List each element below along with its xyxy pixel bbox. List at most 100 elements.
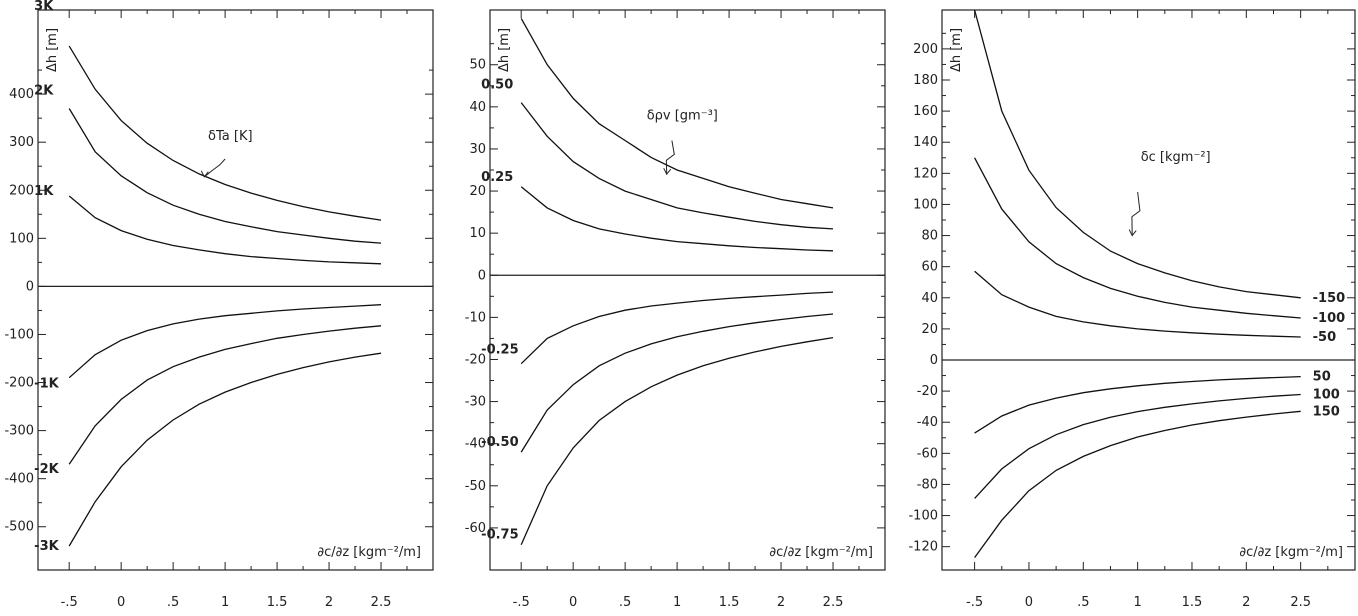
y-tick-label: 100 [913,197,938,212]
annotation-arrow [665,140,675,175]
series-label: -2K [34,462,59,477]
series-label: 1K [34,184,54,199]
x-tick-label: 1 [1133,595,1141,610]
y-tick-label: 160 [913,104,938,119]
x-tick-label: 1.5 [267,595,288,610]
x-axis-label: ∂c/∂z [kgm⁻²/m] [1239,545,1343,560]
annotation-arrowhead [200,170,209,178]
y-tick-label: -400 [4,472,34,487]
x-tick-label: .5 [167,595,179,610]
y-tick-label: -50 [465,479,486,494]
y-tick-label: -30 [465,395,486,410]
series-line--150 [973,9,1301,299]
plot-frame [941,9,1356,571]
series-line--0.25 [520,291,834,365]
y-tick-label: -20 [465,352,486,367]
annotation-arrow [1131,191,1141,236]
chart-panel-2: -60 -50 -40 -30 -20 -10 0 10 20 30 40 50 -.5 0 .5 1 1.5 2… [465,9,886,610]
series-label: 0.25 [481,170,513,185]
y-tick-label: 300 [9,135,34,150]
x-tick-label: -.5 [61,595,78,610]
y-tick-label: -60 [465,521,486,536]
x-tick-label: 2 [325,595,333,610]
series-line-0.25 [520,186,834,252]
y-tick-label: -40 [917,415,938,430]
annotation-arrowhead [1128,229,1137,237]
annotation-arrowhead [663,167,672,176]
y-tick-label: -60 [917,446,938,461]
x-tick-label: 2.5 [371,595,392,610]
y-tick-label: 100 [9,231,34,246]
series-line-2K [68,108,382,244]
y-axis-label: Δh [m] [45,28,60,72]
y-tick-label: 120 [913,166,938,181]
y-tick-label: 20 [921,322,938,337]
y-tick-label: 20 [469,184,486,199]
series-label: -150 [1313,291,1346,306]
series-label: -3K [34,539,59,554]
series-line-3K [68,45,382,221]
y-axis-label: Δh [m] [949,28,964,72]
y-tick-label: -80 [917,477,938,492]
series-line--2K [68,325,382,465]
y-tick-label: -100 [4,327,34,342]
x-tick-label: 2.5 [823,595,844,610]
plot-frame [37,9,434,571]
series-annotation: δρv [gm⁻³] [647,108,718,123]
y-tick-label: 0 [26,279,34,294]
series-line--3K [68,352,382,547]
series-label: -0.25 [481,343,518,358]
series-line-150 [974,410,1301,558]
series-line--100 [974,157,1301,319]
x-tick-label: -.5 [966,595,983,610]
y-tick-label: 30 [469,142,486,157]
y-tick-label: 80 [921,229,938,244]
series-label: 100 [1313,388,1340,403]
series-line-0.75 [520,18,834,209]
y-tick-label: 10 [469,226,486,241]
y-tick-label: -500 [4,520,34,535]
x-tick-label: 1 [221,595,229,610]
y-tick-label: -40 [465,437,486,452]
x-tick-label: 0 [1025,595,1033,610]
y-tick-label: -20 [917,384,938,399]
x-tick-label: 1 [673,595,681,610]
chart-panel-3: -120-100-80-60-40-2002040608010012014016… [908,9,1356,610]
x-tick-label: 2.5 [1290,595,1311,610]
x-tick-label: 1.5 [719,595,740,610]
annotation-arrow [204,158,226,178]
chart-panel-1: -500 -400 -300 -200 -100 0 100 200 300 400 -.5 0 .5 1… [4,0,434,610]
y-tick-label: -120 [908,540,938,555]
x-axis-label: ∂c/∂z [kgm⁻²/m] [317,545,421,560]
series-line--0.50 [520,313,834,453]
y-tick-label: 40 [469,100,486,115]
y-tick-label: 200 [9,183,34,198]
x-axis-label: ∂c/∂z [kgm⁻²/m] [769,545,873,560]
series-annotation: δTa [K] [208,129,253,144]
series-line-100 [974,393,1301,499]
y-tick-label: 0 [478,268,486,283]
series-label: 3K [34,0,54,14]
series-line--1K [68,304,382,379]
x-tick-label: -.5 [513,595,530,610]
series-label: -0.50 [481,435,518,450]
y-tick-label: 50 [469,58,486,73]
y-tick-label: 60 [921,260,938,275]
x-tick-label: 0 [569,595,577,610]
y-tick-label: -100 [908,509,938,524]
series-label: -0.75 [481,528,518,543]
series-line--0.75 [520,336,834,545]
y-tick-label: -10 [465,310,486,325]
x-tick-label: 1.5 [1182,595,1203,610]
y-tick-label: 40 [921,291,938,306]
series-label: -50 [1313,330,1337,345]
series-label: 50 [1313,370,1331,385]
series-label: 2K [34,84,54,99]
x-tick-label: 2 [777,595,785,610]
series-annotation: δc [kgm⁻²] [1141,150,1211,165]
y-tick-label: 400 [9,87,34,102]
series-label: -1K [34,377,59,392]
series-line-50 [974,375,1301,434]
